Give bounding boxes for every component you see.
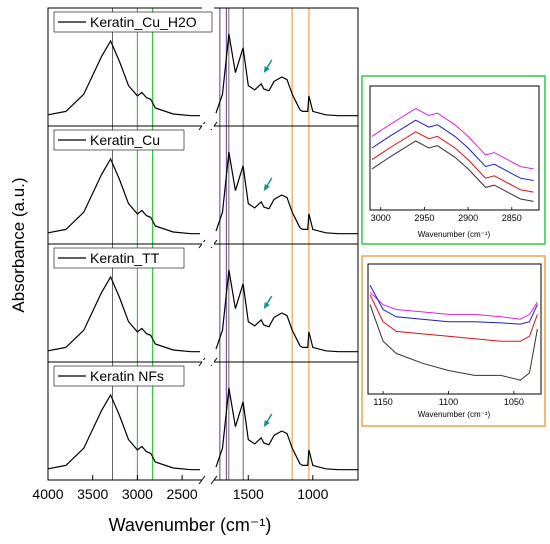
spectrum-line-right — [215, 33, 358, 117]
legend: Keratin_Cu_H2O — [53, 11, 213, 33]
x-tick-label: 1000 — [297, 486, 328, 502]
spectrum-line-left — [47, 39, 200, 117]
inset-series-line — [371, 108, 534, 170]
legend-label: Keratin_Cu — [90, 132, 160, 148]
legend-label: Keratin_Cu_H2O — [90, 14, 197, 30]
inset-x-tick-label: 2900 — [458, 213, 478, 223]
x-tick-label: 4000 — [32, 486, 63, 502]
inset-series-line — [371, 119, 534, 181]
x-tick-label: 3000 — [122, 486, 153, 502]
inset-series-line — [371, 140, 534, 202]
panel-3: Keratin_TT — [47, 242, 359, 367]
x-tick-label: 3500 — [77, 486, 108, 502]
inset-x-tick-label: 1050 — [504, 397, 524, 407]
teal-arrow-head — [263, 302, 270, 309]
teal-arrow-head — [263, 420, 270, 427]
panel-4: Keratin NFs — [47, 360, 359, 485]
inset-orange-xlabel: Wavenumber (cm⁻¹) — [418, 410, 491, 419]
inset-green-xlabel: Wavenumber (cm⁻¹) — [418, 230, 491, 239]
spectrum-line-right — [215, 151, 358, 235]
legend-box — [53, 247, 185, 269]
axis-break-gap — [202, 360, 214, 365]
inset-x-tick-label: 2950 — [414, 213, 434, 223]
inset-series-line — [369, 292, 538, 320]
legend-box — [53, 129, 185, 151]
spectrum-line-right — [215, 269, 358, 353]
legend-label: Keratin NFs — [90, 368, 164, 384]
inset-series-line — [369, 304, 538, 381]
inset-x-tick-label: 1150 — [373, 397, 392, 407]
inset-green: 3000 2950 2900 2850 Wavenumber (cm⁻¹) — [361, 75, 546, 245]
inset-x-tick-label: 3000 — [371, 213, 391, 223]
spectrum-line-left — [47, 393, 200, 471]
axis-break-gap — [202, 242, 214, 247]
teal-arrow-head — [263, 184, 270, 191]
inset-series-line — [369, 294, 538, 342]
panel-1: Keratin_Cu_H2O — [47, 6, 359, 131]
spectrum-line-right — [215, 387, 358, 471]
inset-x-tick-label: 1100 — [439, 397, 458, 407]
spectrum-line-left — [47, 157, 200, 235]
axis-break-mark — [210, 475, 218, 485]
axis-break-gap — [202, 124, 214, 129]
axis-break-gap — [202, 6, 214, 11]
spectra-panels: Keratin_Cu_H2O Keratin_Cu Keratin_TT Kerati… — [47, 6, 359, 485]
x-tick-label: 1500 — [233, 486, 264, 502]
spectrum-line-left — [47, 275, 200, 353]
x-tick-label: 2500 — [167, 486, 198, 502]
legend: Keratin_TT — [53, 247, 185, 269]
x-axis-label: Wavenumber (cm⁻¹) — [109, 515, 272, 535]
x-axis: 4000 3500 3000 2500 1500 1000 — [32, 475, 329, 502]
legend-box — [53, 11, 213, 33]
teal-arrow-head — [263, 66, 270, 73]
legend: Keratin_Cu — [53, 129, 185, 151]
inset-series-line — [371, 131, 534, 193]
panel-2: Keratin_Cu — [47, 124, 359, 249]
legend-box — [53, 365, 185, 387]
legend: Keratin NFs — [53, 365, 185, 387]
legend-label: Keratin_TT — [90, 250, 160, 266]
inset-series-line — [369, 284, 538, 325]
inset-x-tick-label: 2850 — [502, 213, 522, 223]
axis-break-gap — [202, 477, 214, 482]
axis-break-mark — [198, 475, 206, 485]
y-axis-label: Absorbance (a.u.) — [9, 177, 28, 312]
inset-orange: 1150 1100 1050 Wavenumber (cm⁻¹) — [361, 255, 546, 427]
